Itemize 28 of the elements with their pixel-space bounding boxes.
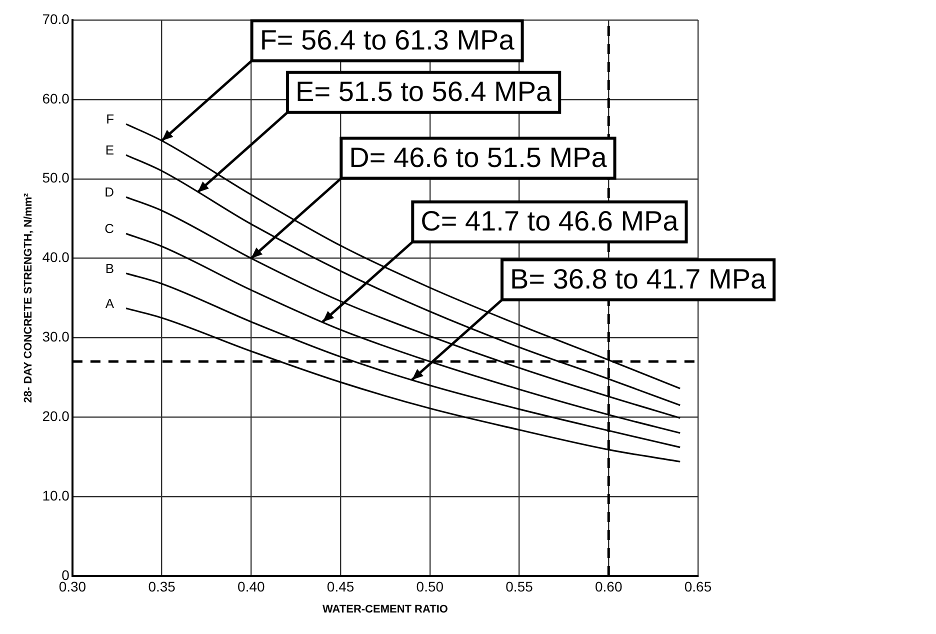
x-tick-label: 0.45 <box>326 578 354 594</box>
annotation: C= 41.7 to 46.6 MPa <box>420 206 679 237</box>
series-label: B <box>105 260 114 276</box>
series-label: F <box>106 112 114 127</box>
y-tick-label: 60.0 <box>42 90 70 106</box>
y-tick-label: 0 <box>62 566 70 583</box>
series-label: A <box>105 296 114 311</box>
annotation: F= 56.4 to 61.3 MPa <box>260 24 515 56</box>
y-tick-label: 20.0 <box>42 408 70 424</box>
series-label: D <box>104 184 114 200</box>
x-axis-title: WATER-CEMENT RATIO <box>322 603 448 616</box>
x-tick-label: 0.65 <box>684 578 712 594</box>
series-label: E <box>105 142 114 158</box>
annotation: B= 36.8 to 41.7 MPa <box>510 264 767 295</box>
series-label: C <box>104 221 114 236</box>
y-tick-label: 30.0 <box>42 328 70 345</box>
x-tick-label: 0.40 <box>238 578 266 594</box>
y-axis-title: 28- DAY CONCRETE STRENGTH, N/mm² <box>22 192 35 403</box>
x-tick-label: 0.60 <box>595 578 622 594</box>
x-tick-label: 0.35 <box>148 578 176 594</box>
y-tick-label: 40.0 <box>42 249 70 266</box>
x-tick-label: 0.50 <box>416 578 444 594</box>
annotation: E= 51.5 to 56.4 MPa <box>296 76 552 108</box>
x-tick-label: 0.55 <box>506 578 534 594</box>
y-tick-label: 50.0 <box>42 170 70 186</box>
y-tick-label: 70.0 <box>42 10 70 27</box>
y-tick-label: 10.0 <box>42 487 70 504</box>
annotation: D= 46.6 to 51.5 MPa <box>349 142 608 174</box>
